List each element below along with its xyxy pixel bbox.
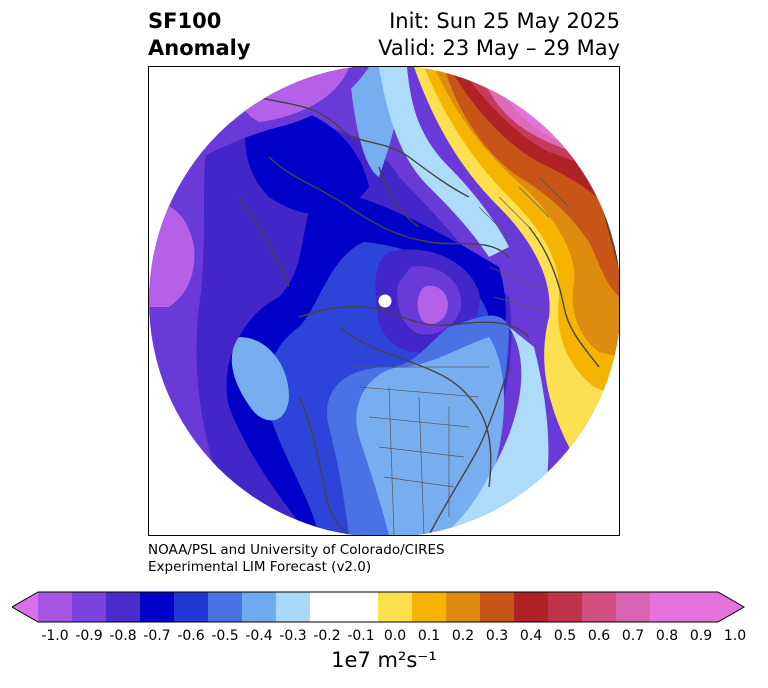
colorbar-tick-label: -0.9 [75,628,103,644]
anomaly-region [379,67,509,257]
north-pole-mask [378,294,392,308]
coastline [298,396,350,535]
colorbar-tick-label: 0.9 [689,628,713,644]
colorbar-tick-label: -0.3 [279,628,307,644]
colorbar-segment [276,592,310,622]
colorbar-segment [310,592,344,622]
colorbar-ticks: -1.0 -0.9 -0.8 -0.7 -0.6 -0.5 -0.4 -0.3 -0.2 -0.1… [0,628,768,646]
colorbar-segment [548,592,582,622]
colorbar-segment [650,592,684,622]
colorbar [12,591,746,623]
colorbar-segment [72,592,106,622]
colorbar-tick-label: 0.3 [485,628,509,644]
coastline [338,326,492,488]
colorbar-segment [378,592,412,622]
colorbar-tick-label: 0.1 [417,628,441,644]
anomaly-region [356,337,504,535]
coastline [528,226,600,368]
variable-name: SF100 [148,9,222,33]
anomaly-region [245,105,369,215]
colorbar-segment [242,592,276,622]
colorbar-segment [38,592,72,622]
border-line [478,176,570,238]
border-line [388,386,450,535]
coastline [238,196,290,288]
colorbar-tick-label: 0.7 [621,628,645,644]
colorbar-segment [140,592,174,622]
anomaly-region [439,327,549,535]
colorbar-segment [514,592,548,622]
colorbar-tick-label: 0.5 [553,628,577,644]
coastline [228,86,470,198]
colorbar-tick-label: 0.2 [451,628,475,644]
anomaly-region [231,337,289,421]
colorbar-segment [684,592,718,622]
map-title-right: Init: Sun 25 May 2025 Valid: 23 May – 29… [378,8,620,62]
anomaly-region [417,285,448,325]
init-date: Init: Sun 25 May 2025 [389,9,620,33]
anomaly-region [149,204,195,307]
field-type: Anomaly [148,36,251,60]
colorbar-segment [446,592,480,622]
map-panel [148,66,620,536]
colorbar-segment [582,592,616,622]
colorbar-segment [174,592,208,622]
colorbar-segment [480,592,514,622]
colorbar-segment [412,592,446,622]
colorbar-tick-label: -0.5 [211,628,239,644]
colorbar-over-triangle [718,592,744,622]
border-line [488,266,550,313]
valid-range: Valid: 23 May – 29 May [378,36,620,60]
colorbar-segment [616,592,650,622]
colorbar-tick-label: 0.8 [655,628,679,644]
colorbar-tick-label: -1.0 [41,628,69,644]
borders [349,176,570,535]
coastline [428,366,510,535]
colorbar-tick-label: 0.0 [383,628,407,644]
colorbar-tick-label: -0.7 [143,628,171,644]
credit-line-2: Experimental LIM Forecast (v2.0) [148,559,372,575]
colorbar-under-triangle [12,592,38,622]
map-title-left: SF100 Anomaly [148,8,251,62]
colorbar-tick-label: -0.6 [177,628,205,644]
colorbar-tick-label: 1.0 [723,628,747,644]
coastline [268,156,510,258]
colorbar-tick-label: -0.8 [109,628,137,644]
coastline [298,305,530,338]
colorbar-units: 1e7 m²s⁻¹ [331,648,437,672]
credit-line-1: NOAA/PSL and University of Colorado/CIRE… [148,542,445,558]
border-line [358,386,480,488]
colorbar-segment [344,592,378,622]
colorbar-outline [12,591,746,623]
colorbar-segment [208,592,242,622]
anomaly-map [149,67,619,535]
coastline [378,166,420,228]
colorbar-tick-label: 0.4 [519,628,543,644]
map-credit: NOAA/PSL and University of Colorado/CIRE… [148,542,445,576]
colorbar-tick-label: -0.4 [245,628,273,644]
colorbar-segment [106,592,140,622]
colorbar-tick-label: -0.2 [313,628,341,644]
colorbar-tick-label: -0.1 [347,628,375,644]
colorbar-tick-label: 0.6 [587,628,611,644]
